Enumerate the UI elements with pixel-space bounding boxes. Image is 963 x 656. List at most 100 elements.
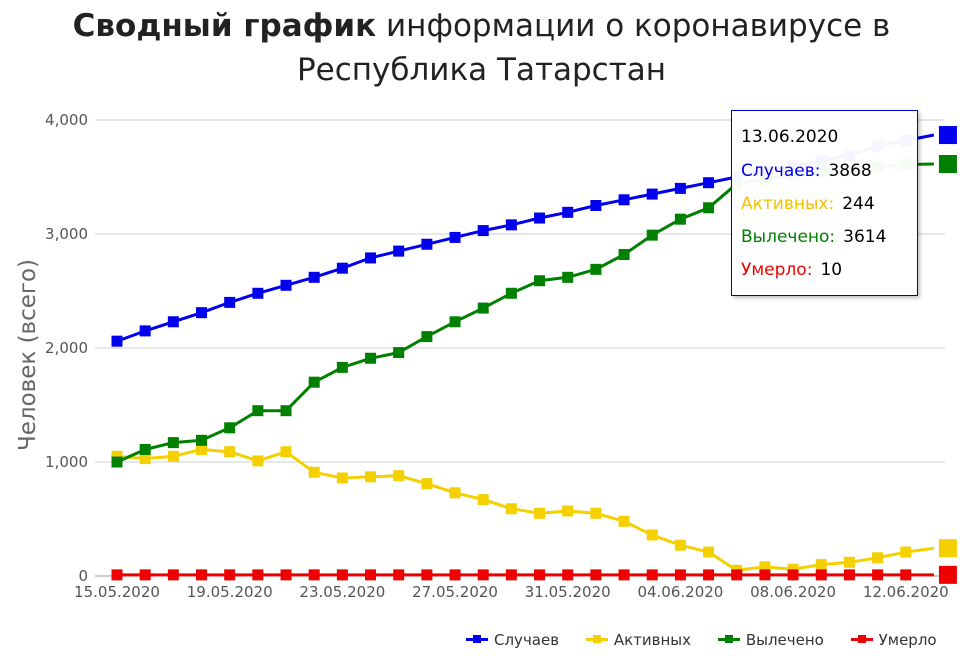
data-point	[336, 262, 348, 274]
data-point	[815, 569, 827, 581]
data-point	[731, 569, 743, 581]
data-point	[590, 507, 602, 519]
tooltip-row-deaths: Умерло: 10	[741, 260, 842, 280]
data-point	[900, 546, 912, 558]
data-point	[421, 331, 433, 343]
data-point	[139, 453, 151, 465]
data-point	[139, 443, 151, 455]
data-point	[703, 202, 715, 214]
data-point	[646, 569, 658, 581]
data-point	[421, 478, 433, 490]
data-point	[562, 206, 574, 218]
data-point	[938, 539, 957, 558]
legend-item-recovered[interactable]: Вылечено	[717, 630, 824, 649]
data-point	[336, 361, 348, 373]
data-point	[167, 316, 179, 328]
data-point	[477, 494, 489, 506]
data-point	[449, 487, 461, 499]
data-point	[618, 569, 630, 581]
data-point	[674, 213, 686, 225]
y-tick-label: 1,000	[45, 453, 88, 471]
data-point	[534, 275, 546, 287]
data-point	[252, 569, 264, 581]
data-point	[111, 335, 123, 347]
tooltip-date: 13.06.2020	[741, 127, 839, 147]
data-point	[534, 212, 546, 224]
series-4	[111, 565, 957, 584]
x-tick-label: 08.06.2020	[750, 583, 836, 601]
y-tick-label: 3,000	[45, 225, 88, 243]
series-line	[116, 448, 935, 572]
data-point	[224, 296, 236, 308]
tooltip-row-cases: Случаев: 3868	[741, 161, 872, 181]
data-point	[308, 569, 320, 581]
data-point	[590, 263, 602, 275]
legend-item-active[interactable]: Активных	[585, 630, 692, 649]
data-point	[111, 569, 123, 581]
data-point	[393, 245, 405, 257]
data-point	[703, 569, 715, 581]
data-point	[224, 569, 236, 581]
data-point	[365, 569, 377, 581]
data-point	[280, 279, 292, 291]
tooltip-label: Активных:	[741, 194, 835, 214]
data-point	[674, 569, 686, 581]
data-point	[280, 446, 292, 458]
data-point	[534, 507, 546, 519]
legend-item-deaths[interactable]: Умерло	[850, 630, 937, 649]
data-point	[393, 470, 405, 482]
data-point	[938, 155, 957, 174]
data-point	[196, 307, 208, 319]
x-tick-label: 23.05.2020	[299, 583, 385, 601]
tooltip-row-recovered: Вылечено: 3614	[741, 227, 886, 247]
data-point	[111, 456, 123, 468]
data-point	[618, 515, 630, 527]
chart-title: Сводный график информации о коронавирусе…	[0, 4, 963, 92]
x-tick-label: 04.06.2020	[637, 583, 723, 601]
legend-label: Случаев	[494, 630, 560, 649]
data-point	[477, 302, 489, 314]
data-point	[505, 287, 517, 299]
legend-label: Вылечено	[745, 630, 824, 649]
data-point	[111, 450, 123, 462]
x-tick-label: 12.06.2020	[863, 583, 949, 601]
x-tick-label: 15.05.2020	[74, 583, 160, 601]
data-point	[365, 252, 377, 264]
x-tick-label: 31.05.2020	[525, 583, 611, 601]
data-point	[787, 563, 799, 575]
data-point	[534, 569, 546, 581]
data-point	[562, 569, 574, 581]
data-point	[224, 422, 236, 434]
tooltip-value: 244	[842, 194, 875, 214]
data-point	[167, 450, 179, 462]
data-point	[336, 569, 348, 581]
data-point	[505, 219, 517, 231]
x-tick-label: 27.05.2020	[412, 583, 498, 601]
data-point	[618, 194, 630, 206]
data-point	[787, 569, 799, 581]
x-axis-ticks: 15.05.2020 19.05.2020 23.05.2020 27.05.2020…	[74, 576, 949, 601]
legend-item-cases[interactable]: Случаев	[466, 630, 559, 649]
data-point	[167, 437, 179, 449]
chart-legend: Случаев Активных Вылечено Умерло	[466, 630, 959, 654]
y-tick-label: 4,000	[45, 111, 88, 129]
tooltip-value: 3614	[843, 227, 887, 247]
x-tick-label: 19.05.2020	[187, 583, 273, 601]
data-point	[938, 126, 957, 145]
data-point	[646, 529, 658, 541]
data-point	[703, 546, 715, 558]
data-point	[590, 200, 602, 211]
legend-label: Активных	[613, 630, 692, 649]
data-point	[280, 405, 292, 417]
chart-title-bold: Сводный график	[72, 8, 377, 44]
tooltip-row-active: Активных: 244	[741, 194, 875, 214]
data-point	[674, 182, 686, 194]
data-point	[280, 569, 292, 581]
legend-label: Умерло	[878, 630, 937, 649]
y-axis-ticks: 0 1,000 2,000 3,000 4,000	[45, 111, 88, 585]
data-point	[196, 443, 208, 455]
data-point	[759, 569, 771, 581]
tooltip-value: 3868	[828, 161, 872, 181]
data-point	[196, 569, 208, 581]
